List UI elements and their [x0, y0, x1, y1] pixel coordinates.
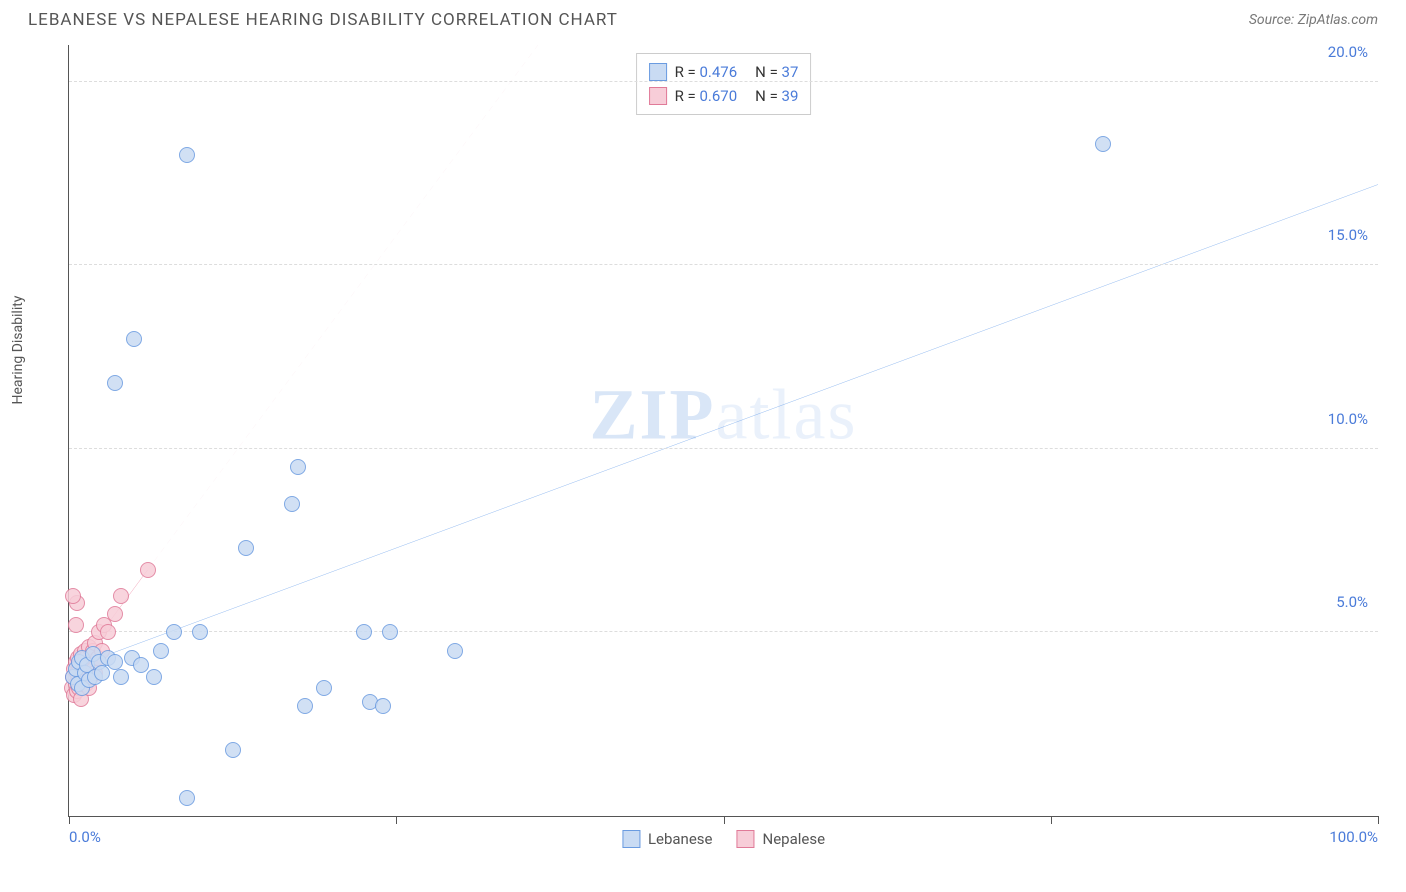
swatch-lebanese: [649, 63, 667, 81]
lebanese-point: [316, 680, 332, 696]
x-tick-label: 0.0%: [69, 828, 101, 846]
nepalese-point: [140, 562, 156, 578]
lebanese-point: [94, 665, 110, 681]
lebanese-point: [382, 624, 398, 640]
x-tick: [724, 816, 725, 824]
x-tick: [1051, 816, 1052, 824]
legend-label-nepalese: Nepalese: [763, 830, 826, 848]
lebanese-point: [146, 669, 162, 685]
lebanese-point: [225, 742, 241, 758]
series-legend: Lebanese Nepalese: [622, 830, 825, 848]
y-tick-label: 15.0%: [1328, 226, 1368, 244]
nepalese-point: [100, 624, 116, 640]
lebanese-point: [284, 496, 300, 512]
swatch-nepalese-icon: [737, 830, 755, 848]
plot-area: ZIPatlas R = 0.476N = 37 R = 0.670N = 39…: [68, 45, 1378, 817]
lebanese-point: [375, 698, 391, 714]
swatch-nepalese: [649, 87, 667, 105]
trend-lines: [69, 45, 1378, 816]
y-tick-label: 10.0%: [1328, 410, 1368, 428]
lebanese-point: [179, 790, 195, 806]
legend-label-lebanese: Lebanese: [648, 830, 713, 848]
lebanese-point: [107, 654, 123, 670]
nepalese-point: [65, 588, 81, 604]
watermark: ZIPatlas: [590, 374, 858, 457]
chart-title: LEBANESE VS NEPALESE HEARING DISABILITY …: [28, 10, 618, 30]
chart-container: Hearing Disability ZIPatlas R = 0.476N =…: [28, 45, 1378, 857]
y-axis-label: Hearing Disability: [10, 296, 26, 405]
lebanese-point: [290, 459, 306, 475]
lebanese-point: [107, 375, 123, 391]
gridline: [69, 631, 1378, 632]
gridline: [69, 81, 1378, 82]
legend-item-nepalese: Nepalese: [737, 830, 826, 848]
lebanese-point: [447, 643, 463, 659]
lebanese-point: [238, 540, 254, 556]
stats-legend: R = 0.476N = 37 R = 0.670N = 39: [636, 53, 812, 115]
nepalese-point: [113, 588, 129, 604]
y-tick-label: 5.0%: [1336, 593, 1368, 611]
x-tick-label: 100.0%: [1329, 828, 1378, 846]
lebanese-point: [356, 624, 372, 640]
x-tick: [396, 816, 397, 824]
legend-item-lebanese: Lebanese: [622, 830, 713, 848]
nepalese-point: [68, 617, 84, 633]
lebanese-point: [126, 331, 142, 347]
gridline: [69, 264, 1378, 265]
lebanese-point: [166, 624, 182, 640]
lebanese-point: [153, 643, 169, 659]
lebanese-point: [179, 147, 195, 163]
lebanese-point: [192, 624, 208, 640]
swatch-lebanese-icon: [622, 830, 640, 848]
x-tick: [69, 816, 70, 824]
y-tick-label: 20.0%: [1328, 43, 1368, 61]
source-attribution: Source: ZipAtlas.com: [1249, 12, 1378, 28]
lebanese-point: [297, 698, 313, 714]
nepalese-point: [107, 606, 123, 622]
x-tick: [1378, 816, 1379, 824]
lebanese-point: [1095, 136, 1111, 152]
stats-row-nepalese: R = 0.670N = 39: [649, 84, 799, 108]
lebanese-point: [113, 669, 129, 685]
gridline: [69, 448, 1378, 449]
